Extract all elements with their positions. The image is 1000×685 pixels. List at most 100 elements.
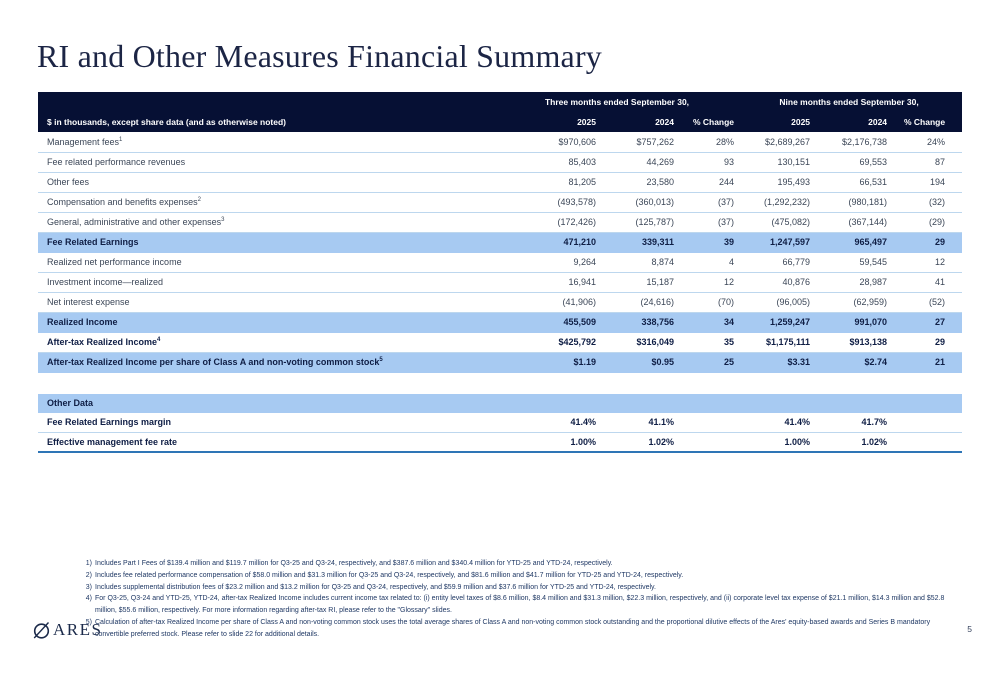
table-body: Management fees1 $970,606 $757,262 28% $2,68… <box>38 132 963 372</box>
row-value: 21 <box>935 357 946 367</box>
row-value: (493,578) <box>557 197 596 207</box>
row-value: $3.31 <box>787 357 811 367</box>
row-value: 23,580 <box>646 177 674 187</box>
row-label: Fee related performance revenues <box>47 157 186 167</box>
row-value: (475,082) <box>771 217 811 227</box>
row-label: Realized net performance income <box>47 257 182 267</box>
row-label: After-tax Realized Income4 <box>47 337 161 347</box>
row-value: 4 <box>729 257 735 267</box>
row-value: $757,262 <box>636 136 674 147</box>
row-value: 28,987 <box>859 277 888 287</box>
row-value: (1,292,232) <box>763 197 811 207</box>
row-value: (41,906) <box>562 297 596 307</box>
row-label: Fee Related Earnings margin <box>47 417 172 427</box>
footnote-item: 5) Calculation of after-tax Realized Inco… <box>84 617 962 641</box>
row-value: 471,210 <box>563 237 596 247</box>
row-value <box>676 412 736 432</box>
row-value: 195,493 <box>777 177 811 187</box>
column-header-row: $ in thousands, except share data (and a… <box>38 112 963 132</box>
spacer-row <box>38 372 963 394</box>
row-label: Other fees <box>47 177 90 187</box>
row-label: Management fees1 <box>47 136 123 147</box>
row-value: $1.19 <box>573 357 596 367</box>
row-value: (37) <box>718 197 735 207</box>
row-value: 25 <box>724 357 735 367</box>
row-value: (125,787) <box>635 217 674 227</box>
row-value: 339,311 <box>641 237 674 247</box>
col-header-q3-2025: 2025 <box>577 117 596 127</box>
row-value <box>676 432 736 452</box>
section-separator: Other Data <box>38 372 963 412</box>
footnote-number: 2) <box>85 571 92 579</box>
row-value: (96,005) <box>776 297 811 307</box>
footnotes: 1) Includes Part I Fees of $139.4 million… <box>84 558 962 641</box>
row-value: 41 <box>935 277 946 287</box>
row-value: 130,151 <box>777 157 811 167</box>
table-row: Fee Related Earnings 471,210 339,311 39 1,24… <box>38 232 963 252</box>
col-header-ytd-2024: 2024 <box>868 117 888 127</box>
row-value: 40,876 <box>782 277 811 287</box>
row-value: (32) <box>929 197 946 207</box>
table-row: After-tax Realized Income4 $425,792 $316,0… <box>38 332 963 352</box>
row-value: (172,426) <box>557 217 596 227</box>
row-value: (52) <box>929 297 946 307</box>
row-value: (980,181) <box>848 197 888 207</box>
group-header-three-months: Three months ended September 30, <box>544 97 690 107</box>
row-label: Compensation and benefits expenses2 <box>47 197 201 207</box>
row-value: 69,553 <box>859 157 888 167</box>
row-value: 66,531 <box>859 177 888 187</box>
row-value: $425,792 <box>558 337 596 347</box>
row-value: 9,264 <box>573 257 596 267</box>
table-row: Management fees1 $970,606 $757,262 28% $2,68… <box>38 132 963 152</box>
row-label: Fee Related Earnings <box>47 237 139 247</box>
row-value: $2,176,738 <box>841 136 888 147</box>
row-value: (37) <box>718 217 735 227</box>
row-value: $2.74 <box>864 357 888 367</box>
row-value: (70) <box>718 297 735 307</box>
footnote-text: Includes Part I Fees of $139.4 million a… <box>95 560 613 567</box>
row-value: (29) <box>929 217 946 227</box>
col-header-q3-2024: 2024 <box>655 117 674 127</box>
other-data-label: Other Data <box>47 397 94 408</box>
footnote-number: 3) <box>85 583 92 591</box>
row-value: $0.95 <box>651 357 674 367</box>
row-value: 29 <box>935 237 946 247</box>
row-value: 24% <box>927 136 946 147</box>
row-value: (360,013) <box>635 197 674 207</box>
other-data-body: Fee Related Earnings margin 41.4% 41.1% 41.… <box>38 412 963 452</box>
row-value: 965,497 <box>854 237 888 247</box>
row-value: 66,779 <box>782 257 811 267</box>
table-row: Compensation and benefits expenses2 (493,… <box>38 192 963 212</box>
footnote-number: 1) <box>85 560 92 567</box>
row-value: 1.02% <box>861 436 888 447</box>
row-value: 59,545 <box>859 257 888 267</box>
row-value: 41.1% <box>648 417 674 427</box>
row-label: Effective management fee rate <box>47 436 178 447</box>
footnote-text: Includes supplemental distribution fees … <box>95 583 656 591</box>
group-header-nine-months: Nine months ended September 30, <box>779 97 919 107</box>
col-header-ytd-change: % Change <box>903 117 946 127</box>
row-value: 244 <box>719 177 735 187</box>
col-header-q3-change: % Change <box>692 117 735 127</box>
footnote-text: Calculation of after-tax Realized Income… <box>95 618 931 638</box>
row-value: $1,175,111 <box>765 337 811 347</box>
row-value: 1,247,597 <box>769 237 811 247</box>
group-header-spacer <box>38 92 498 112</box>
row-value: 991,070 <box>854 317 888 327</box>
ares-logo: ARES <box>32 620 102 640</box>
row-value: 87 <box>935 157 946 167</box>
page-title: RI and Other Measures Financial Summary <box>37 38 603 74</box>
row-value: 16,941 <box>568 277 596 287</box>
group-header-row: Three months ended September 30, Nine mo… <box>38 92 963 112</box>
row-value <box>889 432 962 452</box>
row-value: 29 <box>935 337 946 347</box>
row-value: $970,606 <box>558 136 596 147</box>
row-value: 12 <box>724 277 735 287</box>
row-value: (367,144) <box>848 217 888 227</box>
row-value: 39 <box>724 237 735 247</box>
table-row: Net interest expense (41,906) (24,616) (70)… <box>38 292 963 312</box>
table-header: Three months ended September 30, Nine mo… <box>38 92 963 132</box>
row-label: Realized Income <box>47 317 118 327</box>
table-row: General, administrative and other expens… <box>38 212 963 232</box>
row-value: 41.4% <box>784 417 811 427</box>
